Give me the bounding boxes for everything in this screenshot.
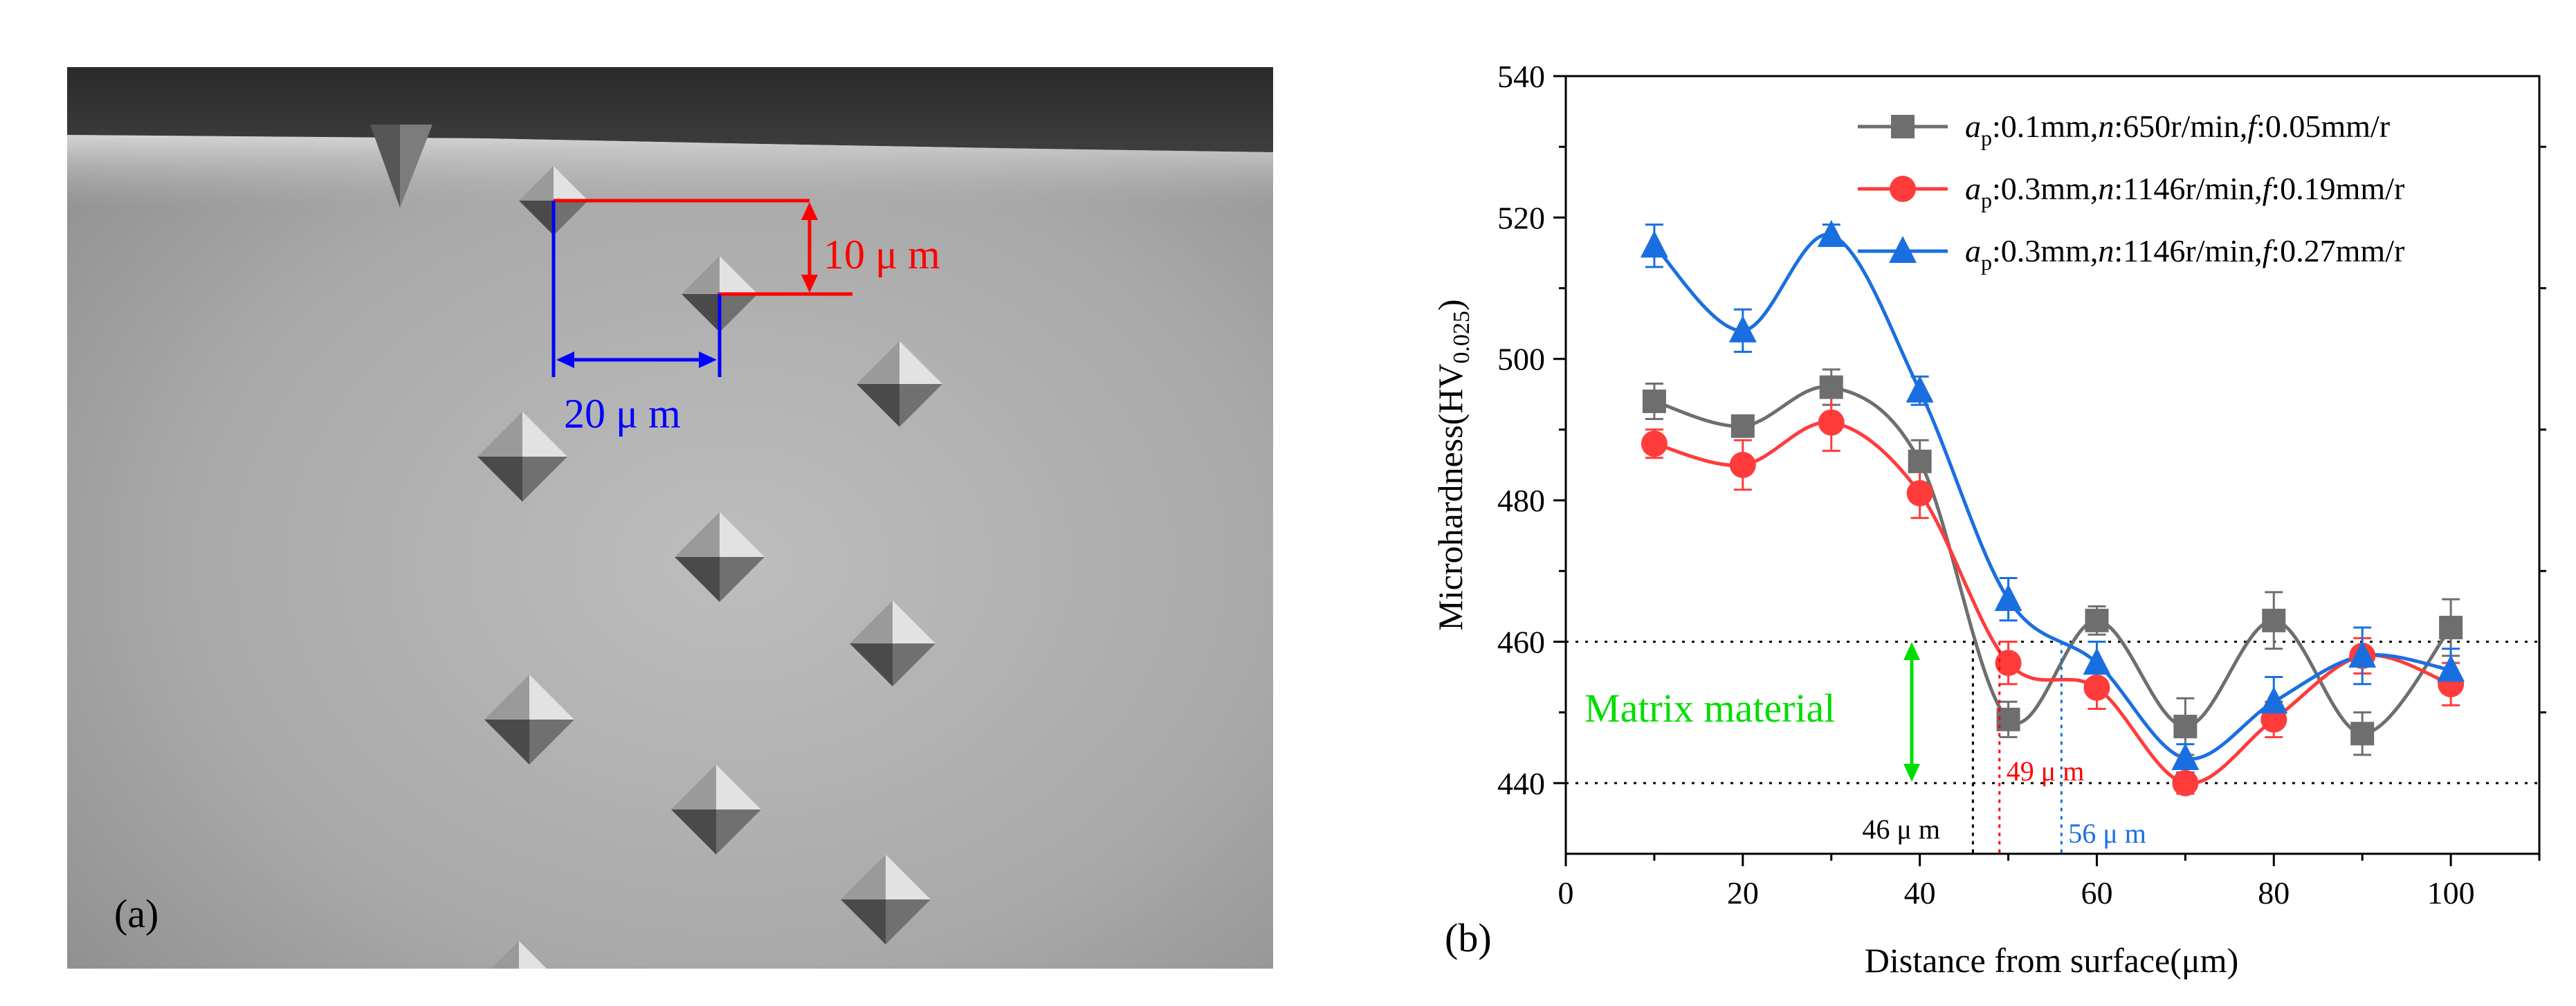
vertical-spacing-label: 10 μ m [823, 232, 940, 277]
data-point-triangle [1994, 584, 2022, 612]
indent-mark [857, 341, 942, 427]
legend-entry-circle: ap:0.3mm,n:1146r/min,f:0.19mm/r [1965, 171, 2404, 212]
horizontal-spacing-label: 20 μ m [564, 391, 681, 437]
legend: ap:0.1mm,n:650r/min,f:0.05mm/r ap:0.3mm,n… [1858, 109, 2404, 275]
horizontal-arrow-head-right [699, 351, 717, 368]
data-point-triangle [2083, 648, 2111, 675]
indent-mark [841, 854, 931, 944]
micrograph-panel [67, 67, 1273, 969]
indent-mark [477, 412, 567, 502]
matrix-arrow-head-top [1903, 642, 1920, 660]
y-tick-label: 540 [1497, 59, 1545, 94]
vertical-arrow-head-bottom [801, 275, 818, 293]
vertical-arrow-head-top [801, 202, 818, 220]
data-point-circle [1995, 650, 2022, 677]
crossing-markers: 46 μ m 49 μ m 56 μ m [1862, 641, 2146, 854]
legend-marker-circle [1890, 176, 1916, 202]
plot-frame [1564, 75, 2541, 855]
y-tick-label: 440 [1497, 766, 1545, 801]
data-point-square [2173, 715, 2198, 739]
data-point-square [1908, 449, 1932, 473]
x-tick-label: 80 [2258, 875, 2290, 911]
data-point-triangle [1640, 230, 1668, 258]
x-tick-label: 100 [2427, 875, 2475, 911]
y-tick-label: 520 [1497, 200, 1545, 235]
matrix-arrow-head-bottom [1903, 764, 1920, 782]
panel-a-label: (a) [114, 891, 158, 936]
micrograph-background [67, 67, 1273, 969]
data-point-circle [1729, 452, 1756, 478]
axes: 0 20 40 60 80 100 440 460 480 500 520 540 [1497, 59, 2546, 911]
data-point-circle [1818, 409, 1845, 436]
matrix-material-label: Matrix material [1584, 686, 1835, 731]
data-point-triangle [2348, 640, 2377, 668]
x-tick-label: 20 [1727, 875, 1759, 911]
crossing-label: 56 μ m [2068, 818, 2146, 849]
data-point-circle [2172, 769, 2199, 796]
reference-lines [1566, 640, 2539, 785]
indentation-marks [477, 166, 942, 969]
data-point-square [2262, 608, 2286, 632]
crossing-label: 46 μ m [1862, 814, 1940, 845]
data-point-square [1819, 375, 1843, 399]
crossing-label: 49 μ m [2007, 756, 2085, 787]
indent-mark [671, 765, 761, 854]
surface-indent-notch-shade [400, 125, 432, 208]
y-tick-label: 480 [1497, 483, 1545, 518]
indent-mark [682, 256, 758, 332]
indent-mark [850, 601, 935, 686]
legend-marker-triangle [1889, 236, 1917, 263]
indent-mark [519, 166, 588, 235]
data-point-square [1642, 390, 1666, 414]
dark-edge-region [67, 67, 1273, 152]
y-tick-label: 460 [1497, 624, 1545, 659]
data-point-square [2439, 616, 2463, 640]
x-tick-label: 40 [1904, 875, 1936, 911]
data-point-triangle [2260, 686, 2288, 714]
data-point-triangle [1817, 219, 1845, 247]
data-point-triangle [1728, 315, 1757, 342]
data-point-circle [1641, 430, 1668, 457]
series-line-circle [1654, 420, 2451, 785]
data-point-triangle [1906, 375, 1934, 403]
legend-marker-square [1891, 115, 1915, 138]
data-point-circle [2083, 674, 2110, 701]
x-axis-label: Distance from surface(μm) [1865, 941, 2238, 980]
x-tick-label: 0 [1558, 875, 1574, 911]
data-point-square [2350, 722, 2375, 746]
legend-entry-square: ap:0.1mm,n:650r/min,f:0.05mm/r [1965, 109, 2390, 150]
chart-panel: 0 20 40 60 80 100 440 460 480 500 520 540 46 μ m 49 … [1431, 59, 2546, 980]
horizontal-arrow-head-left [556, 351, 574, 368]
data-point-square [2085, 608, 2109, 632]
legend-entry-triangle: ap:0.3mm,n:1146r/min,f:0.27mm/r [1965, 233, 2404, 275]
spacing-annotations: 10 μ m 20 μ m [551, 199, 940, 437]
data-point-triangle [2437, 655, 2465, 682]
matrix-annotation: Matrix material [1584, 642, 1920, 782]
bright-surface-layer [67, 135, 1273, 208]
indent-mark [675, 512, 765, 602]
panel-b-label: (b) [1445, 915, 1492, 960]
y-axis-label: Microhardness(HV0.025) [1431, 299, 1474, 630]
indent-mark [484, 675, 574, 765]
x-tick-label: 60 [2081, 875, 2112, 911]
data-point-circle [1906, 479, 1933, 506]
y-tick-label: 500 [1497, 342, 1545, 377]
data-point-square [1730, 414, 1755, 438]
indent-mark [491, 941, 547, 969]
data-point-triangle [2171, 743, 2200, 771]
